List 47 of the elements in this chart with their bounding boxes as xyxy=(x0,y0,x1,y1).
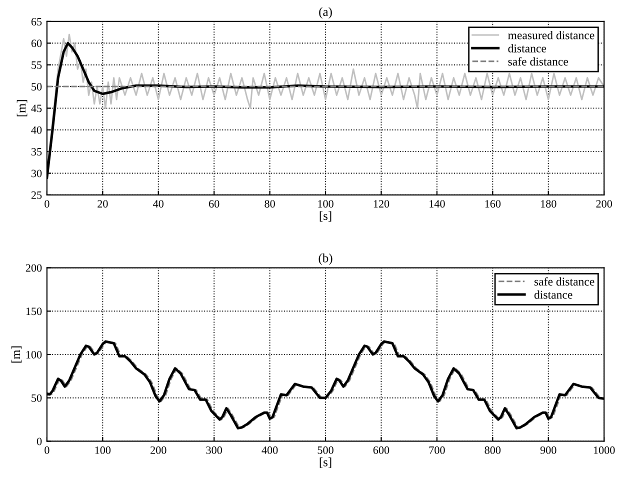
y-tick-label: 200 xyxy=(26,264,42,272)
x-tick-label: 400 xyxy=(262,446,278,454)
x-tick-label: 180 xyxy=(541,200,556,208)
y-axis-title: [m] xyxy=(11,346,22,363)
y-tick-label: 150 xyxy=(26,308,42,316)
y-tick-label: 50 xyxy=(32,82,42,90)
x-tick-label: 0 xyxy=(44,200,50,208)
x-tick-label: 20 xyxy=(98,200,108,208)
x-tick-label: 800 xyxy=(484,446,501,454)
legend-label: safe distance xyxy=(534,277,594,286)
y-tick-label: 65 xyxy=(31,18,42,26)
y-tick-label: 30 xyxy=(32,170,42,178)
x-tick-label: 300 xyxy=(206,446,222,454)
x-tick-label: 120 xyxy=(374,200,390,208)
x-tick-label: 60 xyxy=(209,200,220,208)
x-tick-label: 80 xyxy=(264,200,275,208)
x-tick-label: 100 xyxy=(318,200,334,208)
chart-title: (a) xyxy=(319,7,332,19)
x-tick-label: 160 xyxy=(485,200,501,208)
y-tick-label: 0 xyxy=(36,438,42,446)
x-tick-label: 200 xyxy=(150,446,166,454)
y-tick-label: 25 xyxy=(31,191,42,199)
legend-label: distance xyxy=(508,44,546,52)
y-axis-title: [m] xyxy=(16,100,28,116)
x-tick-label: 900 xyxy=(540,446,556,454)
x-tick-label: 1000 xyxy=(594,446,615,454)
x-tick-label: 0 xyxy=(44,446,50,454)
y-tick-label: 100 xyxy=(26,350,42,358)
legend-label: measured distance xyxy=(508,30,594,40)
y-tick-label: 45 xyxy=(31,104,42,112)
legend-label: safe distance xyxy=(508,57,568,66)
y-tick-label: 60 xyxy=(31,40,42,48)
y-tick-label: 35 xyxy=(32,148,42,156)
x-axis-title: [s] xyxy=(320,458,332,468)
x-tick-label: 600 xyxy=(373,446,390,454)
x-tick-label: 100 xyxy=(95,446,111,454)
x-tick-label: 140 xyxy=(430,200,445,208)
x-tick-label: 40 xyxy=(153,200,164,208)
x-tick-label: 700 xyxy=(429,446,445,454)
chart-title: (b) xyxy=(318,254,332,265)
x-tick-label: 200 xyxy=(596,200,612,208)
x-tick-label: 500 xyxy=(318,446,334,454)
y-tick-label: 55 xyxy=(32,61,42,69)
x-axis-title: [s] xyxy=(320,211,332,222)
y-tick-label: 50 xyxy=(32,394,42,402)
legend-label: distance xyxy=(534,290,572,299)
y-tick-label: 40 xyxy=(31,126,42,134)
